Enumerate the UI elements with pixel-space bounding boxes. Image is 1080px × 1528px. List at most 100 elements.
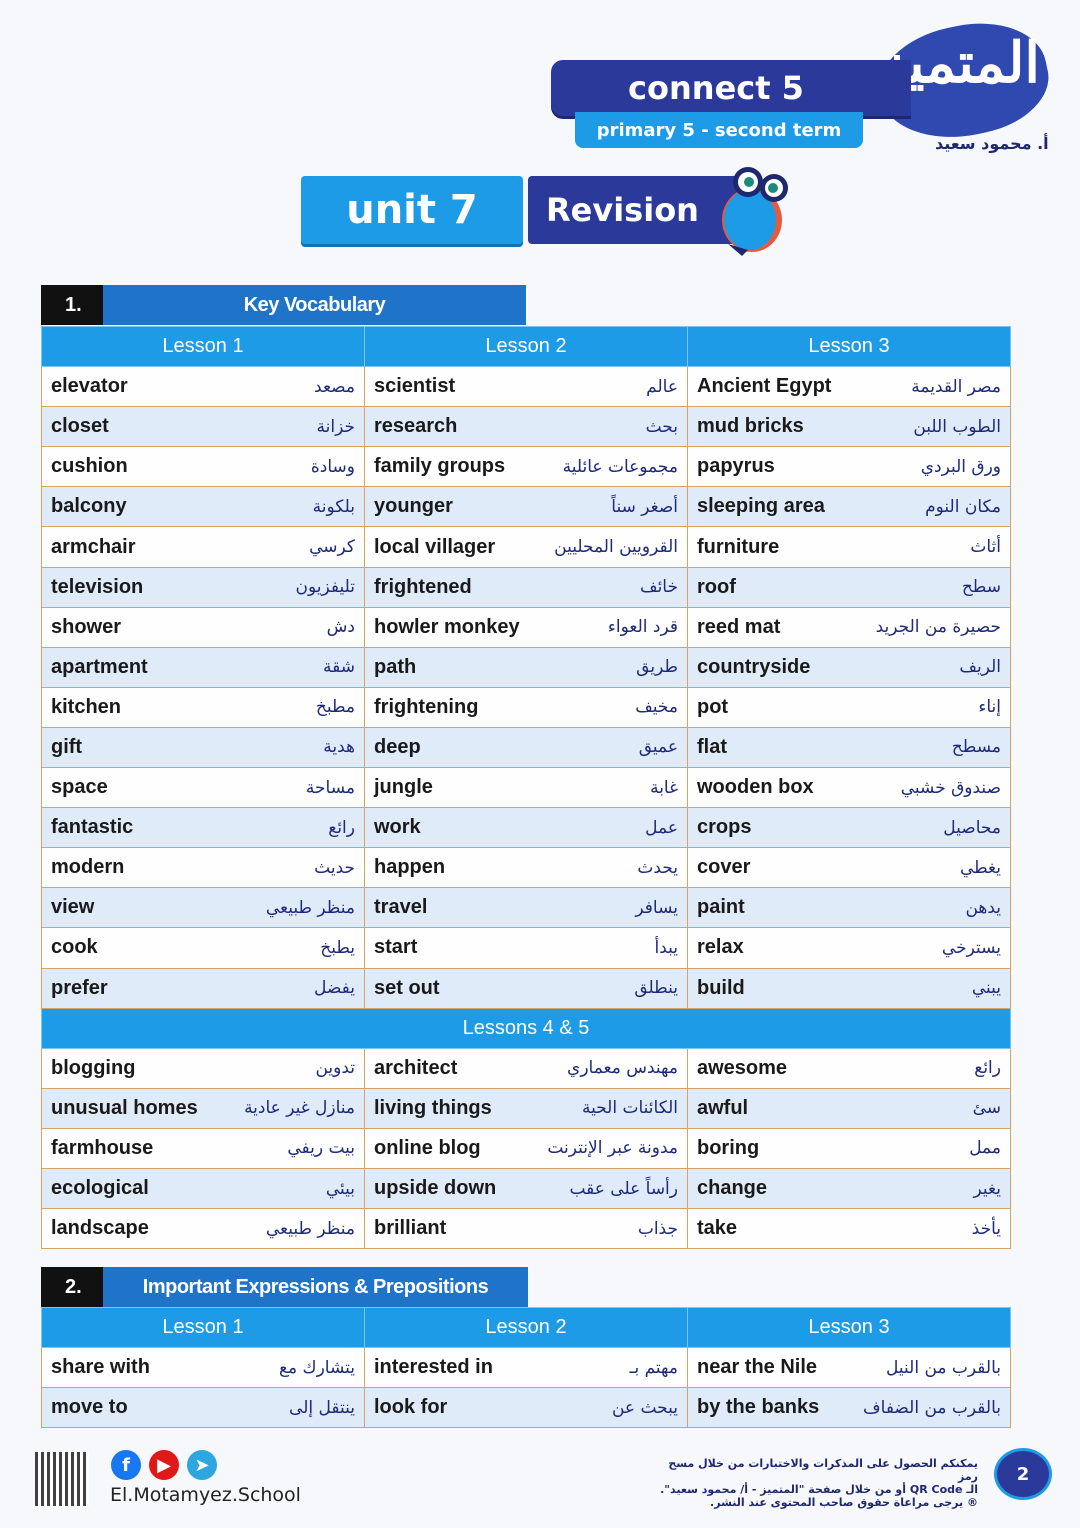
vocab-cell: sleeping area مكان النوم — [687, 486, 1011, 528]
english-term: path — [374, 655, 417, 678]
english-term: deep — [374, 735, 421, 758]
arabic-translation: وسادة — [310, 456, 355, 477]
vocab-cell: move to ينتقل إلى — [41, 1387, 365, 1429]
vocab-cell: gift هدية — [41, 726, 365, 769]
english-term: frightened — [374, 575, 472, 598]
arabic-translation: جذاب — [637, 1218, 678, 1239]
table-row: fantastic رائع work عمل crops محاصيل — [41, 807, 1011, 849]
arabic-translation: الريف — [959, 657, 1001, 678]
arabic-translation: عميق — [638, 737, 678, 758]
arabic-translation: مطبخ — [315, 697, 355, 718]
vocab-cell: shower دش — [41, 606, 365, 648]
vocab-cell: research بحث — [364, 406, 688, 448]
arabic-translation: يبحث عن — [611, 1397, 678, 1418]
english-term: change — [697, 1177, 768, 1200]
arabic-translation: مسطح — [951, 737, 1001, 758]
section-header-expressions: 2. Important Expressions & Prepositions — [41, 1267, 528, 1307]
vocab-cell: landscape منظر طبيعي — [41, 1208, 365, 1250]
arabic-translation: قرد العواء — [607, 617, 678, 638]
youtube-icon[interactable]: ▶ — [149, 1450, 179, 1480]
vocab-cell: fantastic رائع — [41, 807, 365, 849]
english-term: boring — [697, 1136, 760, 1159]
english-term: family groups — [374, 455, 506, 478]
english-term: jungle — [374, 776, 433, 799]
english-term: build — [697, 976, 745, 999]
english-term: interested in — [374, 1356, 493, 1379]
english-term: unusual homes — [51, 1096, 198, 1119]
vocab-cell: crops محاصيل — [687, 807, 1011, 849]
arabic-translation: ينطلق — [634, 978, 678, 999]
vocab-cell: blogging تدوين — [41, 1047, 365, 1089]
english-term: armchair — [51, 535, 136, 558]
arabic-translation: حصيرة من الجريد — [875, 617, 1001, 638]
qr-code[interactable] — [35, 1452, 89, 1506]
english-term: roof — [697, 575, 736, 598]
arabic-translation: مخيف — [635, 697, 678, 718]
arabic-translation: مجموعات عائلية — [562, 456, 678, 477]
telegram-icon[interactable]: ➤ — [187, 1450, 217, 1480]
arabic-translation: مكان النوم — [925, 496, 1001, 517]
arabic-translation: هدية — [323, 737, 355, 758]
english-term: brilliant — [374, 1217, 447, 1240]
page-title: Revision — [528, 176, 758, 244]
vocab-cell: scientist عالم — [364, 366, 688, 408]
english-term: farmhouse — [51, 1136, 154, 1159]
arabic-translation: مصعد — [314, 376, 355, 397]
vocab-cell: family groups مجموعات عائلية — [364, 446, 688, 488]
english-term: work — [374, 816, 421, 839]
vocab-cell: frightening مخيف — [364, 686, 688, 728]
vocab-cell: living things الكائنات الحية — [364, 1087, 688, 1129]
arabic-translation: إناء — [978, 697, 1001, 718]
owl-mascot-icon — [722, 167, 788, 256]
english-term: travel — [374, 896, 428, 919]
arabic-translation: مدونة عبر الإنترنت — [547, 1138, 678, 1159]
arabic-translation: ورق البردي — [920, 456, 1001, 477]
arabic-translation: سئ — [972, 1098, 1001, 1119]
vocab-cell: roof سطح — [687, 566, 1011, 608]
english-term: fantastic — [51, 816, 134, 839]
vocab-cell: prefer يفضل — [41, 967, 365, 1009]
english-term: howler monkey — [374, 615, 520, 638]
english-term: awful — [697, 1096, 749, 1119]
arabic-translation: يغير — [973, 1178, 1001, 1199]
section-title: Important Expressions & Prepositions — [103, 1267, 528, 1307]
english-term: set out — [374, 976, 440, 999]
arabic-translation: كرسي — [309, 537, 355, 558]
vocab-cell: modern حديث — [41, 847, 365, 889]
english-term: living things — [374, 1096, 492, 1119]
arabic-translation: بيئي — [325, 1178, 355, 1199]
notice-line: يمكنكم الحصول على المذكرات والاختبارات م… — [668, 1457, 978, 1483]
vocab-cell: paint يدهن — [687, 887, 1011, 929]
arabic-translation: يبدأ — [654, 937, 678, 958]
english-term: apartment — [51, 655, 148, 678]
social-handle[interactable]: El.Motamyez.School — [110, 1484, 301, 1506]
table-row: view منظر طبيعي travel يسافر paint يدهن — [41, 887, 1011, 929]
arabic-translation: الطوب اللبن — [913, 416, 1001, 437]
vocab-cell: interested in مهتم بـ — [364, 1347, 688, 1389]
arabic-translation: ينتقل إلى — [289, 1397, 355, 1418]
vocab-cell: closet خزانة — [41, 406, 365, 448]
vocab-cell: space مساحة — [41, 767, 365, 809]
vocab-cell: build يبني — [687, 967, 1011, 1009]
brand-logo: المتميز — [877, 30, 1040, 96]
arabic-translation: مصر القديمة — [911, 376, 1001, 397]
table-row: prefer يفضل set out ينطلق build يبني — [41, 967, 1011, 1009]
facebook-icon[interactable]: f — [111, 1450, 141, 1480]
vocab-cell: near the Nile بالقرب من النيل — [687, 1347, 1011, 1389]
arabic-translation: القرويين المحليين — [554, 537, 678, 558]
arabic-translation: أثاث — [970, 537, 1001, 558]
vocab-cell: take يأخذ — [687, 1208, 1011, 1250]
vocab-cell: countryside الريف — [687, 646, 1011, 688]
section-header-vocabulary: 1. Key Vocabulary — [41, 285, 526, 325]
vocab-cell: happen يحدث — [364, 847, 688, 889]
table-row: move to ينتقل إلى look for يبحث عن by the ba… — [41, 1387, 1011, 1429]
english-term: papyrus — [697, 455, 775, 478]
vocab-cell: ecological بيئي — [41, 1167, 365, 1210]
lesson-header: Lesson 3 — [687, 1306, 1011, 1349]
vocab-cell: unusual homes منازل غير عادية — [41, 1087, 365, 1129]
arabic-translation: رائع — [974, 1058, 1001, 1079]
vocab-cell: pot إناء — [687, 686, 1011, 728]
vocabulary-table: Lesson 1 Lesson 2 Lesson 3 elevator مصعد scie… — [41, 325, 1011, 1250]
arabic-translation: خائف — [639, 577, 678, 598]
arabic-translation: غابة — [650, 777, 678, 798]
